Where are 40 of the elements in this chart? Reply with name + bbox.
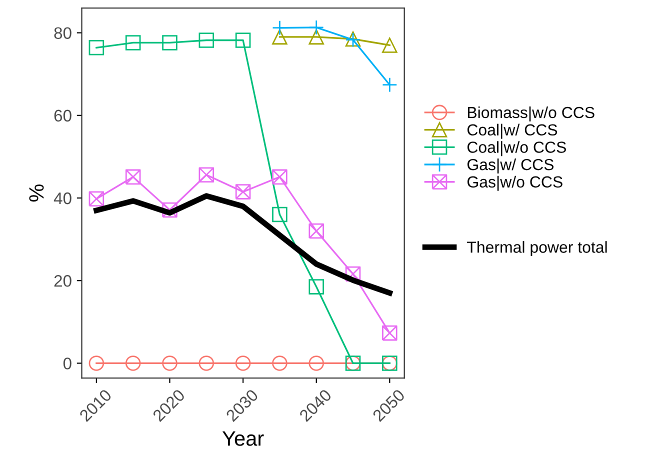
point: [308, 223, 324, 239]
point: [272, 29, 288, 45]
y-tick-label: 0: [63, 358, 72, 370]
point: [308, 279, 324, 294]
point: [88, 40, 104, 56]
point: [125, 35, 141, 50]
y-tick-label: 20: [54, 275, 72, 287]
point: [162, 35, 178, 50]
point: [235, 356, 251, 371]
y-tick-label: 80: [54, 27, 72, 40]
point: [88, 356, 104, 371]
y-tick-label: 40: [54, 192, 72, 204]
point: [235, 184, 251, 200]
point: [162, 202, 178, 218]
point: [382, 38, 398, 53]
point: [88, 191, 104, 206]
point: [198, 167, 214, 183]
point: [235, 32, 251, 48]
point: [382, 77, 398, 92]
point: [162, 356, 178, 371]
x-axis-title: Year: [222, 431, 264, 446]
point: [382, 325, 398, 341]
point: [198, 356, 214, 371]
point: [308, 20, 324, 36]
point: [272, 356, 288, 371]
point: [125, 169, 141, 185]
legend-label: Gas|w/ CCS: [467, 158, 554, 174]
legend-label: Coal|w/ CCS: [467, 124, 558, 139]
point: [198, 32, 214, 48]
y-axis-title: %: [29, 184, 44, 202]
point: [308, 356, 324, 371]
point: [125, 356, 141, 371]
point: [308, 29, 324, 45]
point: [272, 169, 288, 185]
legend-label: Biomass|w/o CCS: [468, 106, 594, 122]
legend-label: Coal|w/o CCS: [467, 141, 566, 156]
point: [272, 206, 288, 222]
legend-label: Gas|w/o CCS: [467, 176, 562, 191]
legend-label: Thermal power total: [467, 241, 607, 256]
y-tick-label: 60: [54, 110, 72, 122]
